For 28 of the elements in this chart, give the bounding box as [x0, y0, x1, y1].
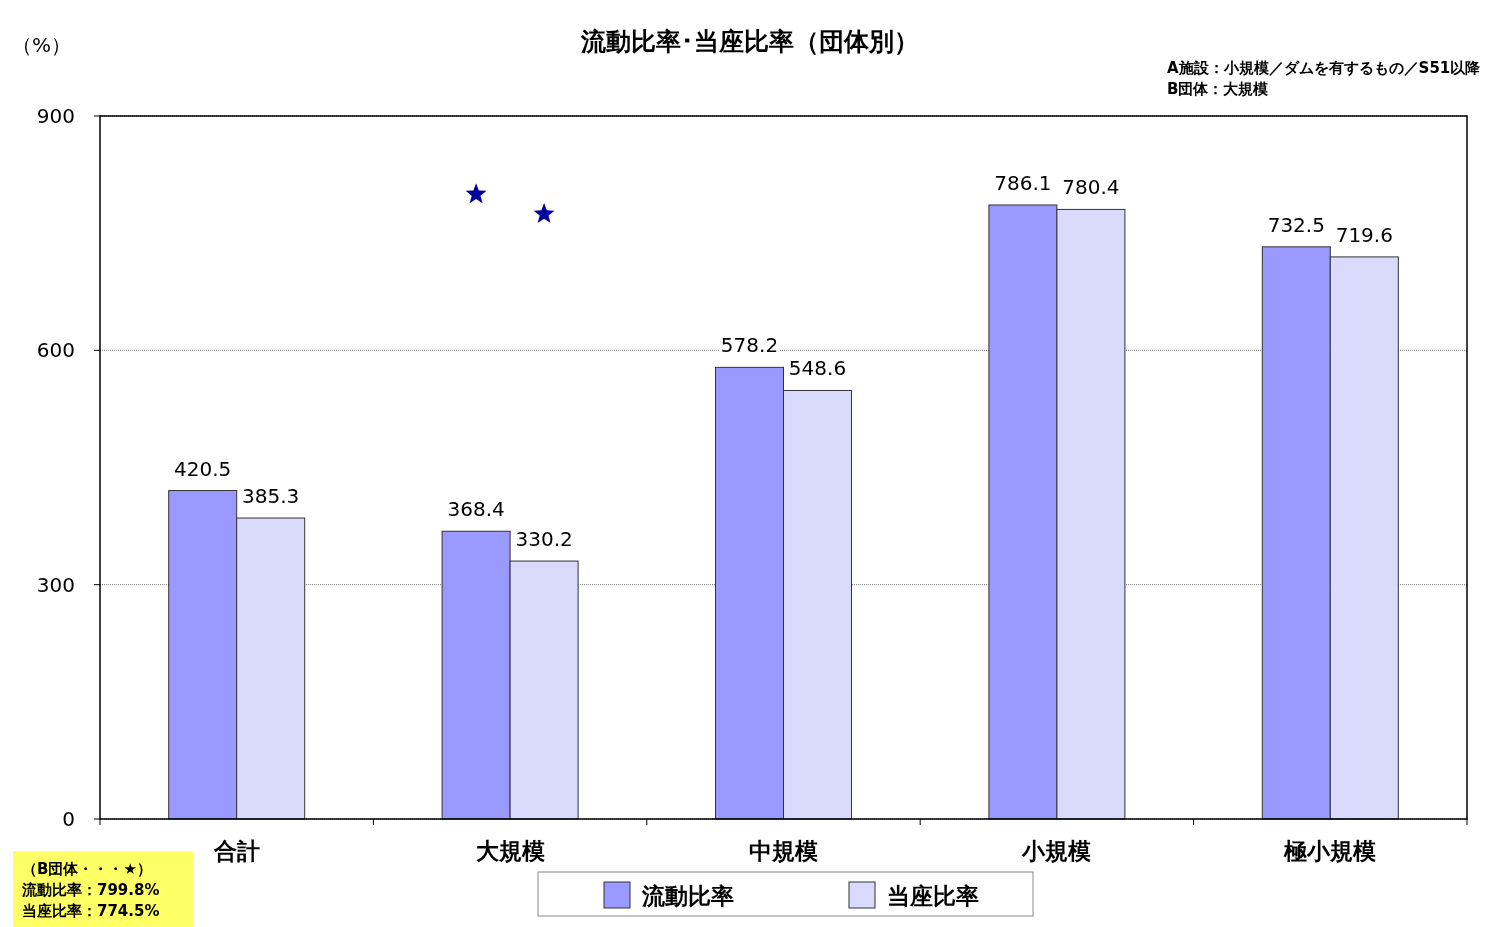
data-label: 330.2 [515, 527, 573, 552]
text: A施設：小規模／ダムを有するもの／S51以降 [1167, 59, 1482, 77]
y-tick-label: 900 [36, 104, 75, 128]
y-tick-label: 600 [36, 338, 75, 363]
text: 流動比率：799.8% [21, 881, 160, 899]
data-label: 719.6 [1335, 222, 1393, 247]
text: B団体：大規模 [1167, 80, 1270, 98]
data-label: 786.1 [994, 170, 1052, 195]
y-axis-title: （%） [12, 33, 72, 57]
legend-label: 流動比率 [641, 883, 734, 909]
legend-label: 当座比率 [887, 883, 979, 909]
data-label: 578.2 [720, 333, 779, 358]
y-tick-label: 300 [36, 572, 75, 597]
chart-title: 流動比率･当座比率（団体別） [580, 27, 919, 56]
data-label: 732.5 [1267, 212, 1325, 237]
data-label: 368.4 [447, 497, 505, 522]
y-tick-label: 0 [62, 807, 75, 831]
x-tick-label: 極小規模 [1283, 838, 1377, 864]
x-tick-label: 中規模 [749, 838, 818, 864]
data-label: 780.4 [1062, 175, 1120, 200]
data-label: 420.5 [174, 456, 232, 481]
x-tick-label: 大規模 [475, 838, 545, 864]
text: 当座比率：774.5% [22, 902, 160, 920]
x-tick-label: 小規模 [1021, 838, 1092, 864]
data-label: 548.6 [788, 356, 847, 381]
x-tick-label: 合計 [212, 838, 260, 864]
data-label: 385.3 [242, 484, 300, 509]
text: （B団体・・・★） [22, 860, 152, 878]
